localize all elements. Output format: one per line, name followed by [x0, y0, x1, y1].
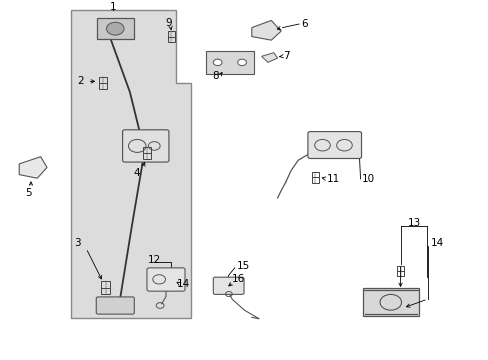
FancyBboxPatch shape: [122, 130, 168, 162]
Text: 10: 10: [362, 174, 375, 184]
Polygon shape: [71, 10, 190, 318]
FancyBboxPatch shape: [147, 268, 184, 291]
Text: 12: 12: [147, 255, 161, 265]
Text: 4: 4: [134, 168, 140, 178]
FancyBboxPatch shape: [362, 288, 418, 316]
Bar: [143, 147, 150, 159]
FancyBboxPatch shape: [213, 277, 244, 294]
Circle shape: [106, 22, 124, 35]
Text: 2: 2: [77, 76, 83, 86]
Text: 7: 7: [282, 51, 289, 61]
FancyBboxPatch shape: [97, 18, 134, 40]
Text: 8: 8: [211, 71, 218, 81]
Text: 13: 13: [407, 218, 420, 228]
Text: 3: 3: [74, 238, 81, 248]
Text: 15: 15: [236, 261, 250, 271]
Text: 9: 9: [165, 18, 172, 28]
Polygon shape: [251, 21, 281, 40]
Bar: [99, 77, 107, 89]
Text: 16: 16: [231, 274, 244, 284]
Text: 14: 14: [177, 279, 190, 289]
Polygon shape: [261, 53, 277, 62]
Text: 14: 14: [430, 238, 443, 248]
Text: 1: 1: [109, 2, 116, 12]
Bar: [396, 266, 403, 276]
Text: 5: 5: [25, 188, 32, 198]
Text: 6: 6: [301, 19, 307, 29]
Circle shape: [237, 59, 246, 66]
Circle shape: [213, 59, 222, 66]
FancyBboxPatch shape: [205, 51, 253, 74]
Bar: [101, 281, 109, 294]
Polygon shape: [19, 157, 47, 178]
Text: 11: 11: [326, 174, 339, 184]
FancyBboxPatch shape: [307, 132, 361, 158]
FancyBboxPatch shape: [96, 297, 134, 314]
Bar: [311, 172, 318, 183]
Bar: [167, 31, 174, 42]
